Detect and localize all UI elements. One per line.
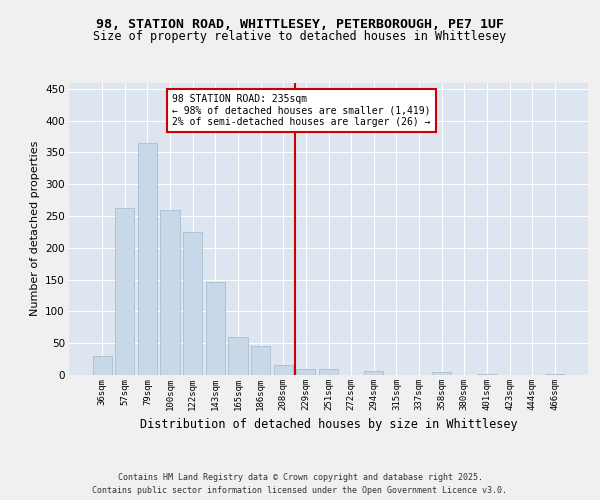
- Bar: [92, 356, 112, 375]
- Bar: [138, 143, 157, 375]
- Text: 98, STATION ROAD, WHITTLESEY, PETERBOROUGH, PE7 1UF: 98, STATION ROAD, WHITTLESEY, PETERBOROU…: [96, 18, 504, 30]
- Bar: [160, 210, 180, 375]
- Text: 98 STATION ROAD: 235sqm
← 98% of detached houses are smaller (1,419)
2% of semi-: 98 STATION ROAD: 235sqm ← 98% of detache…: [172, 94, 431, 127]
- Bar: [229, 337, 248, 375]
- Bar: [115, 208, 134, 375]
- Bar: [296, 368, 316, 375]
- Bar: [206, 282, 225, 375]
- Bar: [274, 365, 293, 375]
- X-axis label: Distribution of detached houses by size in Whittlesey: Distribution of detached houses by size …: [140, 418, 517, 432]
- Bar: [251, 346, 270, 375]
- Bar: [477, 374, 497, 375]
- Bar: [183, 232, 202, 375]
- Bar: [364, 371, 383, 375]
- Bar: [432, 372, 451, 375]
- Bar: [545, 374, 565, 375]
- Bar: [319, 368, 338, 375]
- Text: Contains public sector information licensed under the Open Government Licence v3: Contains public sector information licen…: [92, 486, 508, 495]
- Text: Contains HM Land Registry data © Crown copyright and database right 2025.: Contains HM Land Registry data © Crown c…: [118, 472, 482, 482]
- Y-axis label: Number of detached properties: Number of detached properties: [29, 141, 40, 316]
- Text: Size of property relative to detached houses in Whittlesey: Size of property relative to detached ho…: [94, 30, 506, 43]
